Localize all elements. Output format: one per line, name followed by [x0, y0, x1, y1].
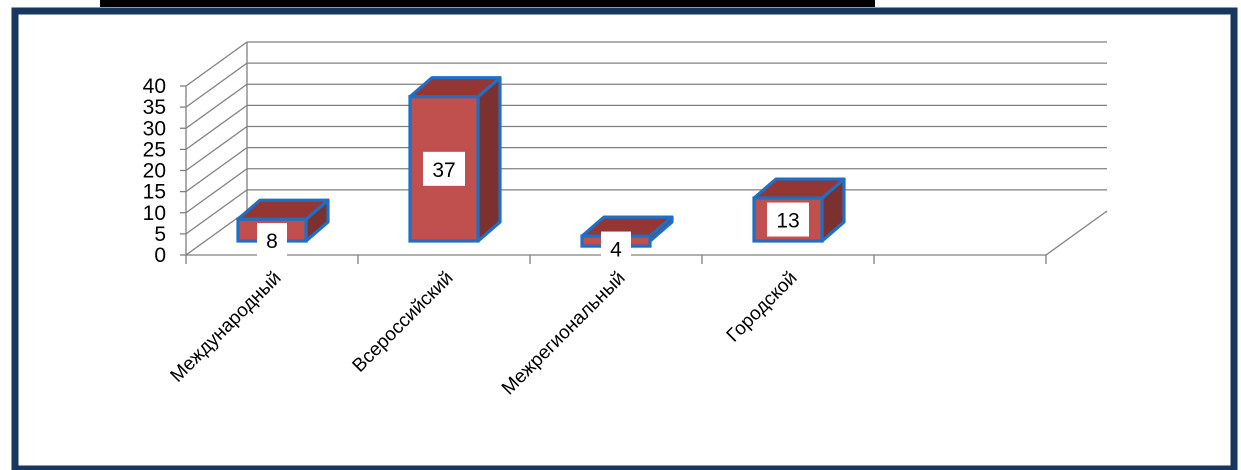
y-tick-label: 0: [154, 244, 166, 267]
cropped-heading-text: [100, 0, 875, 7]
gridline-side: [185, 125, 248, 172]
gridline-side: [185, 168, 248, 214]
y-tick-label: 20: [143, 160, 166, 183]
data-label-box: [767, 202, 809, 237]
y-tick-label: 25: [143, 138, 166, 161]
gridline-side: [185, 83, 248, 129]
data-label: 4: [610, 239, 622, 262]
data-label-box: [423, 151, 465, 186]
data-label: 13: [776, 210, 799, 233]
bar: [408, 76, 502, 243]
data-label: 8: [266, 230, 278, 253]
bar-side: [476, 76, 502, 243]
data-label-box: [257, 223, 287, 258]
y-tick-label: 35: [143, 96, 166, 119]
gridline-side: [185, 41, 248, 87]
y-tick-label: 30: [143, 117, 166, 140]
bars: [236, 76, 846, 248]
y-tick-label: 10: [143, 202, 166, 225]
y-tick-label: 40: [143, 75, 166, 98]
gridline-side: [185, 104, 248, 150]
gridline-side: [185, 62, 248, 108]
gridline-side: [185, 147, 248, 193]
data-label: 37: [432, 159, 455, 182]
y-tick-label: 15: [143, 181, 166, 204]
floor-edge: [1045, 210, 1108, 256]
gridline-side: [185, 189, 248, 235]
data-label-box: [601, 231, 631, 266]
y-tick-label: 5: [154, 223, 166, 246]
